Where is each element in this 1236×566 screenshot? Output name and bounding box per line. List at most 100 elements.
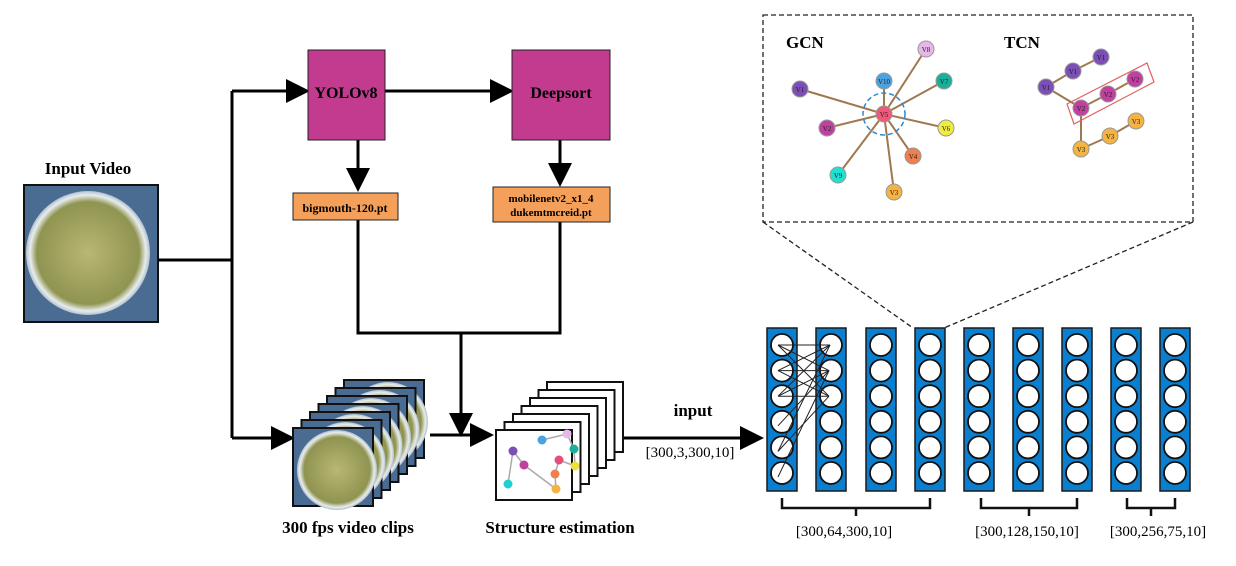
neuron	[869, 409, 893, 434]
neuron	[1163, 461, 1187, 485]
neuron	[1114, 358, 1138, 383]
joint	[569, 444, 579, 454]
connection	[777, 344, 831, 397]
gcn-tcn-detail-box	[762, 14, 1194, 223]
graph-node-label: V1	[1069, 68, 1078, 76]
neuron	[1163, 435, 1187, 460]
neuron	[869, 384, 893, 409]
input-shape: [300,3,300,10]	[646, 445, 735, 461]
clips-label: 300 fps video clips	[282, 518, 414, 537]
video-clip-stack	[292, 379, 428, 510]
neuron	[918, 461, 942, 485]
neuron	[1016, 461, 1040, 485]
input-label: input	[674, 401, 713, 420]
graph-node	[875, 105, 893, 123]
joint	[508, 446, 518, 456]
graph-node-label: V2	[1077, 105, 1086, 113]
structure-label: Structure estimation	[485, 518, 635, 537]
group-bracket	[1125, 498, 1177, 516]
structure-frame	[495, 429, 573, 501]
joint	[537, 435, 547, 445]
neuron	[1016, 358, 1040, 383]
gcn-edge	[826, 113, 885, 129]
neuron	[967, 358, 991, 383]
neuron	[819, 409, 843, 434]
graph-node-label: V3	[1106, 133, 1115, 141]
structure-frame-stack	[495, 381, 624, 501]
graph-node-label: V1	[1042, 84, 1051, 92]
neuron	[967, 435, 991, 460]
joint	[519, 460, 529, 470]
gcn-edge	[837, 113, 885, 176]
joint	[550, 469, 560, 479]
neuron	[1016, 435, 1040, 460]
graph-node-label: V3	[890, 189, 899, 197]
deepsort-weights-2: dukemtmcreid.pt	[510, 207, 592, 219]
graph-node-label: V2	[823, 125, 832, 133]
neuron	[967, 409, 991, 434]
neuron	[1163, 384, 1187, 409]
gcn-edge	[883, 48, 927, 115]
deepsort-weights-box	[492, 186, 611, 223]
graph-node	[1101, 127, 1119, 145]
graph-node-label: V5	[880, 111, 889, 119]
neuron	[918, 435, 942, 460]
gcn-title: GCN	[786, 33, 825, 52]
graph-node-label: V9	[834, 172, 843, 180]
yolo-block	[307, 49, 386, 141]
neuron	[918, 409, 942, 434]
graph-node	[829, 166, 847, 184]
neuron	[1016, 409, 1040, 434]
group-shape-1: [300,64,300,10]	[796, 524, 892, 540]
tcn-highlight-box	[1066, 62, 1155, 125]
yolo-label: YOLOv8	[314, 85, 377, 102]
zoom-lines	[762, 221, 1194, 329]
connection	[777, 344, 831, 372]
deepsort-label: Deepsort	[530, 85, 592, 102]
gcn-edge	[799, 88, 885, 115]
neuron	[1016, 384, 1040, 409]
neuron	[967, 333, 991, 357]
group-shape-3: [300,256,75,10]	[1110, 524, 1206, 540]
gcn-edge	[883, 113, 895, 193]
graph-node	[904, 147, 922, 165]
graph-node-label: V1	[796, 86, 805, 94]
joint	[554, 455, 564, 465]
network-layers	[766, 327, 1191, 516]
graph-node	[818, 119, 836, 137]
deepsort-block	[511, 49, 611, 141]
graph-node-label: V3	[1077, 146, 1086, 154]
graph-node	[1064, 62, 1082, 80]
graph-node	[1072, 99, 1090, 117]
neuron	[918, 333, 942, 357]
neuron	[1114, 461, 1138, 485]
graph-node	[791, 80, 809, 98]
connection	[777, 370, 830, 478]
neuron	[869, 333, 893, 357]
group-shape-2: [300,128,150,10]	[975, 524, 1079, 540]
tcn-title: TCN	[1004, 33, 1041, 52]
edge	[507, 450, 514, 485]
neuron	[918, 358, 942, 383]
neuron	[869, 358, 893, 383]
joint	[551, 484, 561, 494]
neuron	[819, 461, 843, 485]
graph-node	[917, 40, 935, 58]
graph-node-label: V2	[1104, 91, 1113, 99]
graph-node	[937, 119, 955, 137]
yolo-weights-box	[292, 192, 399, 221]
neuron	[869, 435, 893, 460]
gcn-focus-circle	[862, 92, 906, 136]
joint	[503, 479, 513, 489]
deepsort-weights-1: mobilenetv2_x1_4	[509, 193, 594, 205]
neuron	[1114, 435, 1138, 460]
graph-node	[1127, 112, 1145, 130]
neuron	[869, 461, 893, 485]
connectors	[158, 79, 764, 450]
graph-node	[935, 72, 953, 90]
graph-node-label: V4	[909, 153, 918, 161]
group-bracket	[780, 498, 932, 516]
neuron	[1065, 333, 1089, 357]
neuron	[1065, 435, 1089, 460]
tcn-graph: V1 V1 V1 V2 V2 V2 V3 V3 V3	[1037, 48, 1155, 158]
